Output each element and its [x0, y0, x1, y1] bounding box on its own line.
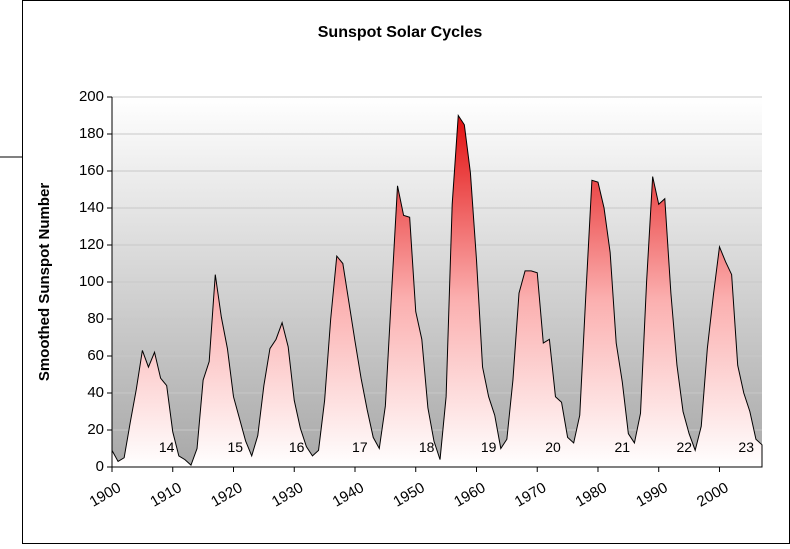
y-axis-label: Smoothed Sunspot Number — [36, 183, 53, 381]
y-tick-label: 40 — [87, 384, 104, 401]
cycle-label: 15 — [228, 439, 244, 455]
y-tick-label: 0 — [96, 458, 104, 475]
cycle-label: 22 — [676, 439, 692, 455]
y-tick-label: 20 — [87, 421, 104, 438]
area — [111, 113, 763, 468]
chart-title: Sunspot Solar Cycles — [318, 24, 483, 41]
y-tick-label: 60 — [87, 347, 104, 364]
y-tick-label: 200 — [79, 88, 104, 105]
cycle-label: 19 — [481, 439, 497, 455]
cycle-label: 14 — [159, 439, 175, 455]
y-tick-label: 120 — [79, 236, 104, 253]
cycle-label: 20 — [545, 439, 561, 455]
cycle-label: 18 — [419, 439, 435, 455]
cycle-label: 23 — [738, 439, 754, 455]
cycle-label: 16 — [289, 439, 305, 455]
cycle-label: 21 — [614, 439, 630, 455]
y-tick-label: 100 — [79, 273, 104, 290]
y-tick-label: 140 — [79, 199, 104, 216]
y-tick-label: 160 — [79, 162, 104, 179]
y-tick-label: 80 — [87, 310, 104, 327]
y-tick-label: 180 — [79, 125, 104, 142]
cycle-label: 17 — [352, 439, 368, 455]
